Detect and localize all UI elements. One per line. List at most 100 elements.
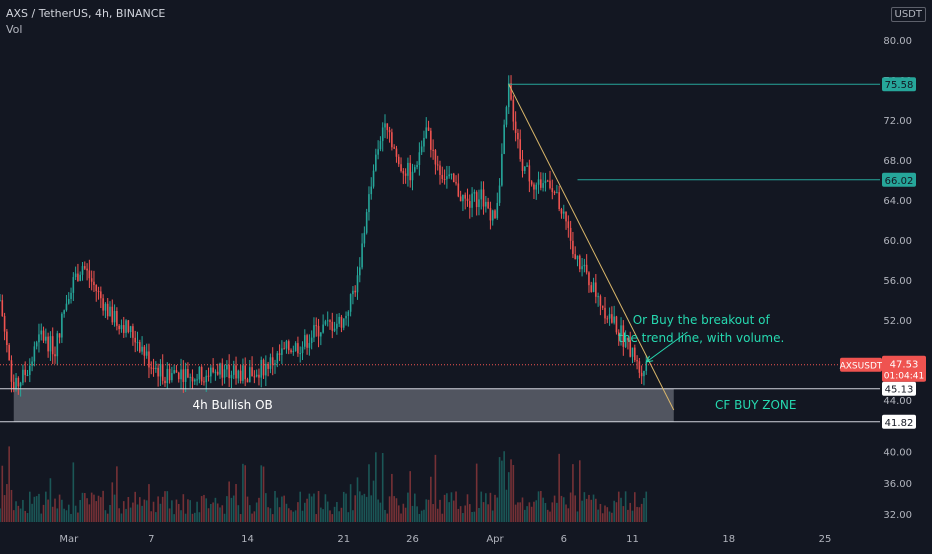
volume-bar: [141, 505, 143, 522]
candle-body: [267, 363, 269, 369]
level-price-label: 45.13: [885, 385, 914, 396]
candle-body: [1, 300, 4, 317]
volume-indicator-label[interactable]: Vol: [6, 23, 23, 36]
volume-bar: [569, 492, 572, 522]
volume-bar: [560, 495, 563, 522]
volume-bar: [498, 457, 501, 522]
volume-bar: [175, 499, 178, 522]
candle-body: [159, 364, 162, 377]
volume-bar: [72, 462, 75, 522]
volume-bar: [501, 460, 503, 522]
candle-body: [260, 359, 263, 378]
candle-body: [285, 341, 288, 349]
candle-body: [157, 367, 159, 377]
candle-body: [459, 196, 462, 202]
candle-body: [430, 130, 432, 150]
candle-body: [47, 336, 49, 352]
candle-body: [28, 365, 31, 375]
volume-bar: [232, 495, 235, 522]
volume-bar: [31, 503, 33, 522]
volume-bar: [595, 498, 597, 522]
volume-bar: [427, 499, 430, 522]
volume-bar: [306, 498, 308, 522]
volume-bar: [519, 502, 522, 522]
volume-bar: [443, 494, 446, 522]
candle-body: [205, 375, 208, 383]
volume-bar: [51, 506, 54, 522]
volume-bar: [145, 500, 148, 522]
volume-bar: [24, 510, 27, 522]
price-tick-label: 80.00: [883, 36, 912, 47]
candle-body: [611, 314, 613, 323]
candle-body: [503, 124, 505, 154]
candle-body: [310, 337, 313, 344]
volume-bar: [581, 500, 583, 522]
currency-unit-badge[interactable]: USDT: [890, 7, 926, 22]
candle-body: [51, 336, 54, 355]
volume-bar: [361, 495, 363, 522]
volume-bar: [26, 513, 29, 522]
candle-body: [248, 367, 251, 383]
candle-body: [24, 369, 27, 376]
candle-body: [189, 376, 192, 378]
candle-body: [434, 150, 437, 165]
candle-body: [599, 296, 602, 306]
volume-bar: [480, 491, 483, 522]
candle-body: [317, 325, 320, 337]
volume-bar: [615, 502, 618, 522]
volume-bar: [242, 463, 244, 522]
volume-bar: [8, 446, 10, 522]
candle-body: [276, 353, 279, 364]
volume-bar: [271, 514, 274, 522]
volume-bar: [189, 500, 192, 522]
volume-bar: [102, 490, 104, 522]
candle-body: [235, 365, 237, 379]
candle-body: [615, 316, 618, 333]
volume-bar: [237, 505, 240, 522]
volume-bar: [455, 491, 457, 522]
candle-body: [104, 303, 107, 311]
volume-bar: [391, 473, 393, 522]
candle-body: [432, 149, 434, 151]
candle-body: [572, 240, 574, 255]
candle-body: [588, 272, 590, 286]
volume-bar: [118, 508, 120, 522]
volume-bar: [106, 513, 109, 522]
candle-body: [393, 147, 395, 149]
candle-body: [595, 282, 597, 297]
volume-bar: [113, 494, 116, 522]
candle-body: [118, 325, 120, 330]
candle-body: [489, 208, 492, 221]
volume-bar: [166, 491, 169, 522]
volume-bar: [125, 508, 127, 522]
volume-bar: [251, 513, 253, 522]
candle-body: [35, 342, 38, 347]
candle-body: [134, 337, 137, 343]
level-price-label: 66.02: [885, 176, 914, 187]
candle-body: [106, 303, 109, 317]
level-price-label: 75.58: [885, 80, 914, 91]
date-tick-label: 18: [722, 534, 735, 545]
volume-bar: [12, 510, 15, 522]
candle-body: [331, 321, 334, 331]
candle-body: [407, 162, 409, 176]
candle-body: [482, 189, 485, 207]
volume-bar: [281, 496, 283, 522]
volume-bar: [182, 494, 185, 522]
candle-body: [90, 278, 93, 282]
candle-body: [590, 285, 593, 293]
date-tick-label: 25: [819, 534, 832, 545]
volume-tick-label: 36.00: [883, 479, 912, 490]
candle-body: [45, 336, 47, 341]
candle-body: [322, 324, 324, 333]
volume-bar: [324, 494, 327, 522]
candle-body: [155, 367, 157, 369]
volume-bar: [258, 497, 260, 522]
volume-bar: [333, 506, 336, 522]
volume-bar: [608, 511, 611, 522]
candle-body: [168, 368, 171, 381]
candle-body: [400, 164, 402, 172]
volume-bar: [395, 498, 398, 522]
